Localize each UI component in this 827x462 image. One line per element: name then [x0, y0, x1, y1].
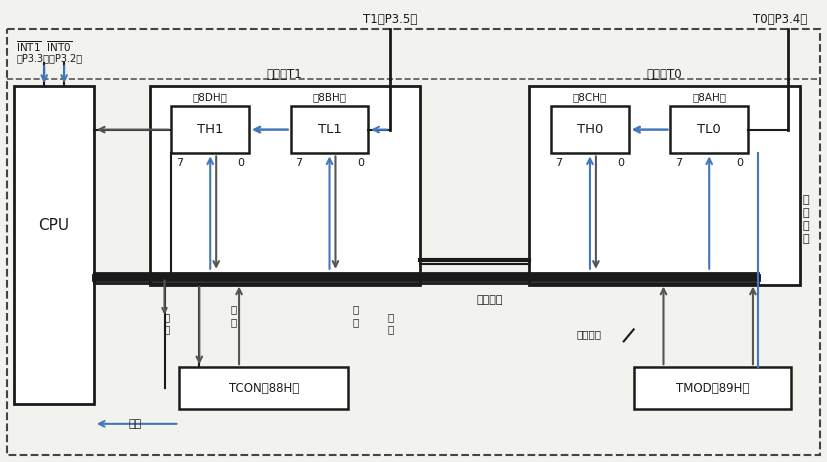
Bar [671, 106, 748, 153]
Text: （8BH）: （8BH） [313, 92, 347, 102]
Text: 溢: 溢 [387, 312, 394, 322]
Text: 溢: 溢 [164, 312, 170, 322]
Text: 工作模式: 工作模式 [576, 329, 601, 340]
Bar [14, 86, 94, 404]
Bar [171, 106, 249, 153]
Text: TCON（88H）: TCON（88H） [229, 382, 299, 395]
Text: 式: 式 [802, 234, 809, 244]
Text: 定时器T0: 定时器T0 [647, 68, 682, 81]
Text: （8DH）: （8DH） [193, 92, 227, 102]
Bar [633, 367, 791, 409]
Text: 0: 0 [617, 158, 624, 169]
Text: TH1: TH1 [197, 123, 223, 136]
Text: 定时器T1: 定时器T1 [267, 68, 303, 81]
Text: 工: 工 [802, 195, 809, 205]
Text: 启: 启 [352, 304, 358, 315]
Text: （8AH）: （8AH） [692, 92, 726, 102]
Text: 7: 7 [295, 158, 302, 169]
Text: 模: 模 [802, 221, 809, 231]
Bar [529, 86, 800, 285]
Text: T1（P3.5）: T1（P3.5） [363, 13, 418, 26]
Text: （8CH）: （8CH） [573, 92, 607, 102]
Text: $\overline{\rm INT1}$  $\overline{\rm INT0}$: $\overline{\rm INT1}$ $\overline{\rm INT… [17, 39, 73, 54]
Text: TMOD（89H）: TMOD（89H） [676, 382, 749, 395]
Text: 动: 动 [352, 317, 358, 328]
Text: 出: 出 [164, 324, 170, 334]
Text: T0（P3.4）: T0（P3.4） [753, 13, 808, 26]
Text: 7: 7 [176, 158, 183, 169]
Text: 0: 0 [737, 158, 743, 169]
Bar [150, 86, 420, 285]
Bar [551, 106, 629, 153]
Text: 0: 0 [237, 158, 245, 169]
Text: 出: 出 [387, 324, 394, 334]
Text: TL0: TL0 [697, 123, 721, 136]
Text: 7: 7 [556, 158, 562, 169]
Text: 动: 动 [231, 317, 237, 328]
Bar [179, 367, 348, 409]
Text: 0: 0 [356, 158, 364, 169]
Text: 启: 启 [231, 304, 237, 315]
Text: TL1: TL1 [318, 123, 342, 136]
Text: 7: 7 [675, 158, 682, 169]
Bar [291, 106, 368, 153]
Text: 内部总线: 内部总线 [476, 295, 503, 304]
Text: TH0: TH0 [576, 123, 603, 136]
Text: CPU: CPU [39, 218, 69, 232]
Text: 作: 作 [802, 208, 809, 218]
Text: 中断: 中断 [128, 419, 141, 429]
Text: （P3.3）（P3.2）: （P3.3）（P3.2） [17, 53, 83, 63]
